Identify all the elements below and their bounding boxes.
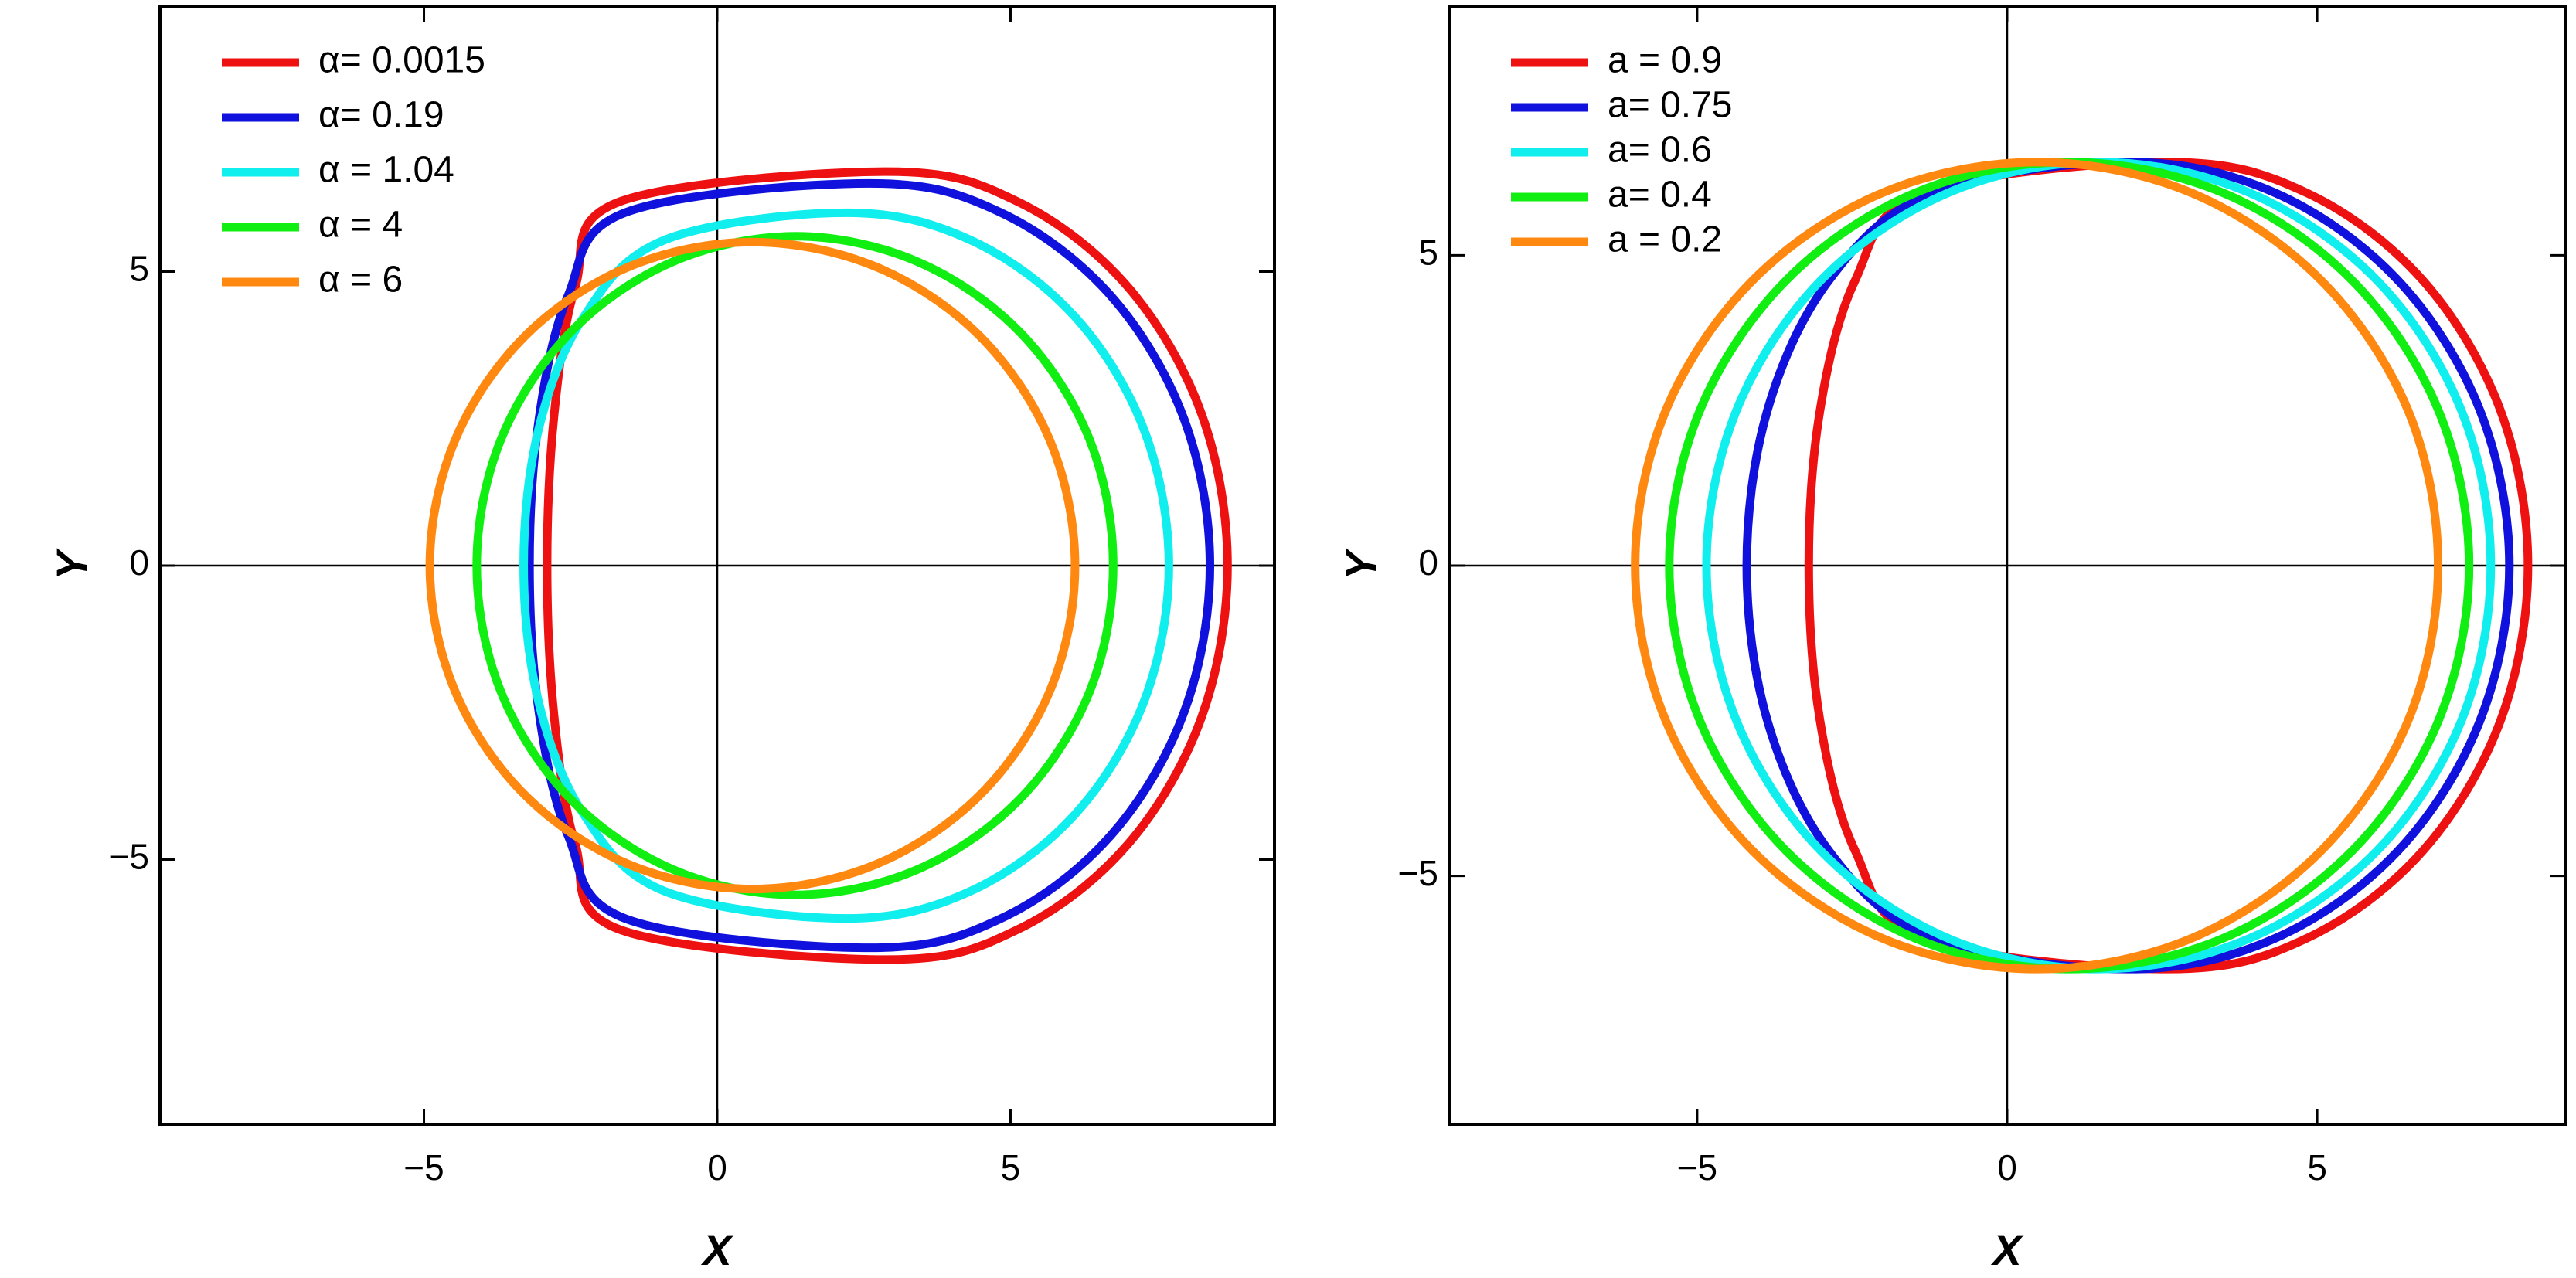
x-axis-label: X: [1990, 1225, 2024, 1274]
legend-label: a= 0.4: [1608, 175, 1712, 216]
x-tick-label: −5: [1677, 1147, 1717, 1188]
curve: [1742, 158, 2514, 974]
curve: [472, 232, 1118, 899]
curve: [1665, 158, 2474, 974]
y-tick-label: 0: [129, 542, 149, 583]
curve: [525, 178, 1215, 953]
x-axis-label: X: [700, 1225, 734, 1274]
legend-label: α = 1.04: [318, 150, 454, 191]
legend-label: α = 6: [318, 260, 403, 301]
legend-label: a= 0.75: [1608, 85, 1732, 126]
y-tick-label: 5: [129, 249, 149, 289]
curve: [543, 167, 1232, 964]
legend-label: a= 0.6: [1608, 130, 1712, 171]
curve: [1702, 158, 2496, 974]
legend-label: a = 0.2: [1608, 219, 1722, 260]
curve: [1631, 158, 2443, 974]
legend-label: α= 0.19: [318, 95, 444, 136]
curve: [425, 237, 1080, 894]
x-tick-label: 0: [1997, 1147, 2017, 1188]
y-tick-label: −5: [109, 837, 149, 877]
y-tick-label: 0: [1418, 542, 1438, 583]
curve: [1804, 158, 2533, 974]
y-axis-label: Y: [47, 548, 96, 580]
y-tick-label: 5: [1418, 232, 1438, 272]
plot-frame: [1448, 5, 2567, 1126]
x-tick-label: −5: [403, 1147, 444, 1188]
plot: −5 0 5 −5 0 5 a = 0.9a= 0.75a= 0.6a= 0.4a = 0.…: [1336, 5, 2567, 1274]
x-tick-label: 5: [1001, 1147, 1021, 1188]
plot-frame: [158, 5, 1276, 1126]
curve: [519, 208, 1173, 923]
y-tick-label: −5: [1398, 853, 1438, 893]
legend-label: α= 0.0015: [318, 40, 485, 81]
plot: −5 0 5 −5 0 5 α= 0.0015 α= 0.19 α = 1.04 α = 4 α =…: [47, 5, 1276, 1274]
y-axis-label: Y: [1336, 548, 1385, 580]
x-tick-label: 0: [707, 1147, 727, 1188]
legend-label: a = 0.9: [1608, 40, 1722, 81]
x-tick-label: 5: [2307, 1147, 2327, 1188]
legend-label: α = 4: [318, 205, 403, 246]
